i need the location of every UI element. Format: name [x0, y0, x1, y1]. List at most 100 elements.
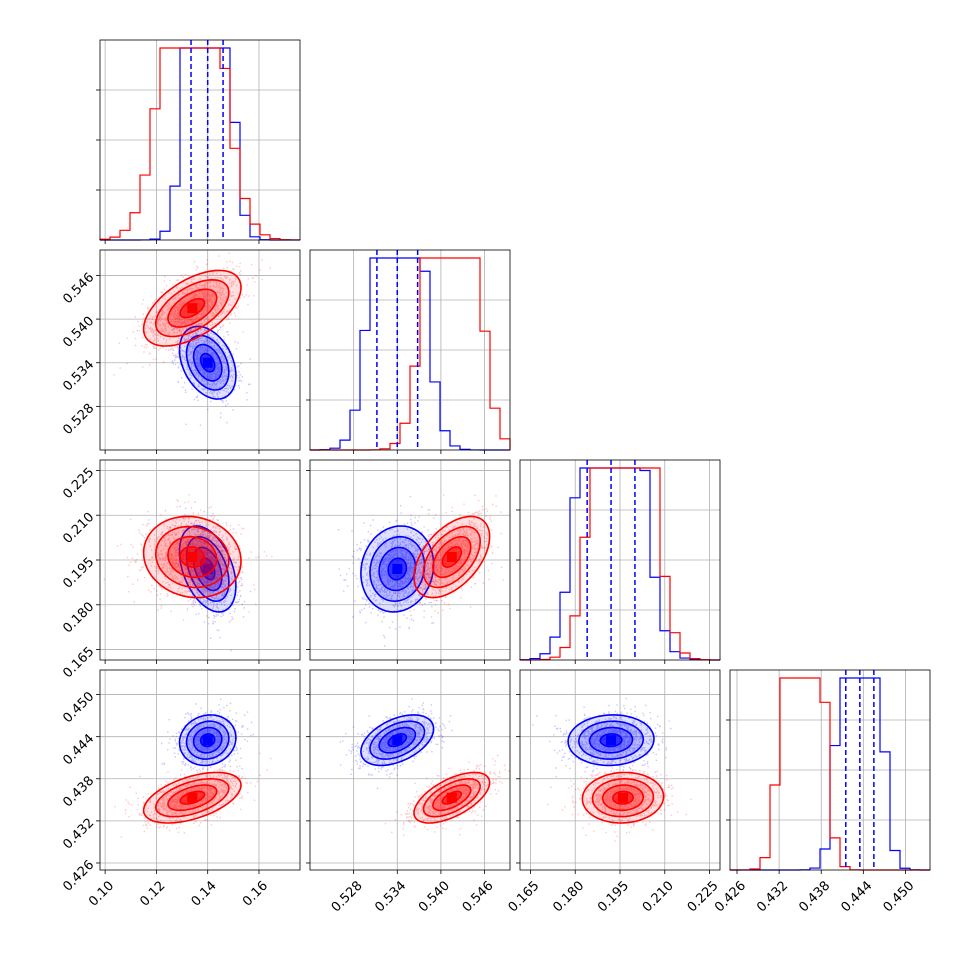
contour-line	[360, 714, 435, 767]
contour-line	[611, 790, 634, 805]
y-tick-label: 0.534	[60, 357, 97, 394]
x-tick-label: 0.180	[550, 878, 587, 915]
y-tick-label: 0.195	[60, 555, 97, 592]
density-peak	[202, 735, 213, 746]
histogram-panel-2	[306, 249, 511, 454]
y-tick-label: 0.546	[60, 270, 97, 307]
contour-line	[413, 515, 491, 599]
contour-line	[387, 733, 408, 748]
scatter-panel-4-1	[96, 669, 301, 874]
x-tick-label: 0.12	[137, 878, 168, 909]
y-tick-label: 0.165	[60, 644, 97, 681]
contour-line	[378, 726, 417, 754]
x-tick-label: 0.546	[460, 878, 497, 915]
x-tick-label: 0.210	[640, 878, 677, 915]
contour-line	[601, 784, 645, 812]
contour-line	[192, 726, 223, 754]
contour-line	[199, 557, 216, 581]
density-peak	[202, 357, 213, 368]
y-tick-label: 0.528	[60, 401, 97, 438]
density-peak	[187, 303, 198, 314]
histogram-series-2	[310, 257, 511, 451]
contour-line	[185, 720, 230, 760]
contour-line	[441, 546, 463, 569]
y-tick-label: 0.444	[60, 731, 97, 768]
x-tick-label: 0.540	[416, 878, 453, 915]
contour-line	[179, 297, 206, 319]
x-tick-label: 0.14	[189, 878, 220, 909]
contour-line	[567, 714, 655, 767]
y-tick-label: 0.426	[60, 858, 97, 895]
contour-line	[142, 515, 242, 599]
density-peak	[606, 735, 617, 746]
density-peak	[202, 563, 213, 574]
x-tick-label: 0.534	[372, 878, 409, 915]
contour-line	[577, 720, 645, 760]
contour-line	[178, 714, 237, 767]
contour-line	[179, 546, 206, 569]
density-peak	[392, 735, 403, 746]
contour-line	[422, 777, 481, 818]
contour-line	[199, 733, 216, 748]
contour-line	[178, 325, 237, 400]
x-tick-label: 0.165	[506, 878, 543, 915]
scatter-panel-2-1	[96, 249, 301, 454]
x-tick-label: 0.432	[754, 878, 791, 915]
histogram-panel-1	[96, 39, 301, 244]
contour-line	[591, 778, 655, 818]
y-tick-label: 0.438	[60, 773, 97, 810]
histogram-panel-3	[516, 459, 721, 664]
contour-line	[179, 790, 206, 805]
density-peak	[617, 792, 628, 803]
x-tick-label: 0.438	[796, 878, 833, 915]
y-tick-label: 0.432	[60, 816, 97, 853]
x-tick-label: 0.450	[881, 878, 918, 915]
x-tick-label: 0.426	[712, 878, 749, 915]
y-tick-label: 0.450	[60, 689, 97, 726]
x-tick-label: 0.10	[86, 878, 117, 909]
contour-line	[441, 790, 463, 805]
y-tick-label: 0.180	[60, 599, 97, 636]
contour-line	[154, 525, 230, 589]
histogram-panel-4	[726, 669, 931, 874]
contour-line	[588, 726, 634, 754]
y-tick-label: 0.225	[60, 465, 97, 502]
contour-line	[192, 343, 223, 382]
scatter-panel-4-2	[306, 669, 511, 874]
contour-line	[142, 771, 242, 824]
y-tick-label: 0.210	[60, 510, 97, 547]
contour-line	[432, 784, 472, 812]
contour-line	[154, 778, 230, 818]
density-peak	[446, 792, 457, 803]
density-peak	[187, 792, 198, 803]
contour-line	[378, 546, 417, 592]
histogram-series-1	[100, 47, 300, 241]
contour-line	[185, 334, 230, 391]
panel-frame	[99, 249, 301, 451]
histogram-series-2	[99, 47, 301, 241]
contour-line	[422, 525, 482, 589]
scatter-panel-3-1	[96, 459, 301, 664]
contour-line	[432, 535, 472, 579]
x-tick-label: 0.16	[240, 878, 271, 909]
contour-line	[167, 784, 218, 812]
contour-line	[369, 535, 426, 603]
density-peak	[392, 563, 403, 574]
contour-line	[199, 352, 216, 373]
contour-line	[167, 535, 218, 579]
contour-line	[387, 557, 408, 581]
panel-frame	[99, 669, 301, 871]
x-tick-label: 0.195	[595, 878, 632, 915]
contour-line	[369, 720, 426, 760]
x-tick-label: 0.444	[838, 878, 875, 915]
density-peak	[446, 552, 457, 563]
y-tick-label: 0.540	[60, 314, 97, 351]
panel-frame	[309, 669, 511, 871]
histogram-series-2	[519, 467, 721, 661]
contour-line	[581, 771, 665, 824]
contour-line	[599, 733, 623, 748]
scatter-panel-3-2	[306, 459, 511, 664]
contour-line	[155, 278, 230, 338]
contour-line	[167, 288, 218, 328]
